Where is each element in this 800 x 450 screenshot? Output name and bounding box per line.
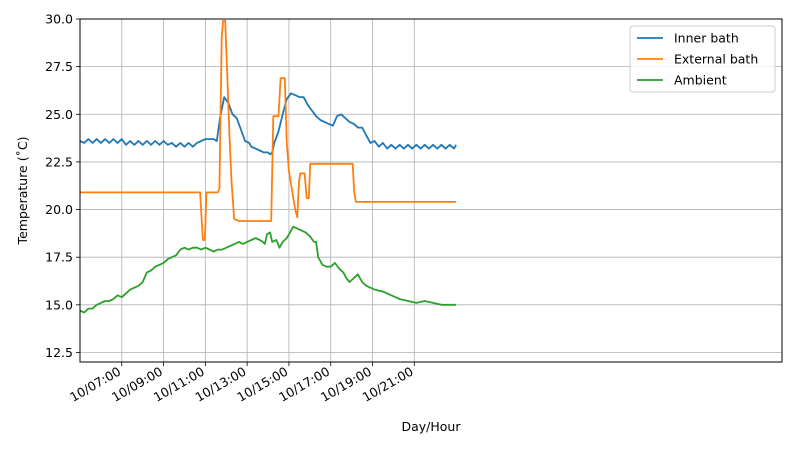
legend-label: Inner bath (674, 31, 739, 46)
y-tick-label: 15.0 (45, 297, 73, 312)
axes-frame (79, 18, 783, 363)
y-tick-label: 12.5 (45, 345, 73, 360)
y-tick-label: 27.5 (45, 59, 73, 74)
y-tick-label: 20.0 (45, 202, 73, 217)
x-axis-label: Day/Hour (401, 419, 461, 434)
y-tick-label: 25.0 (45, 107, 73, 122)
y-tick-label: 17.5 (45, 250, 73, 265)
legend: Inner bath External bath Ambient (629, 25, 776, 93)
series-line-ambient (80, 225, 457, 314)
series-lines (80, 20, 457, 314)
legend-label: Ambient (674, 73, 727, 88)
series-line-inner-bath (80, 92, 457, 156)
y-tick-label: 22.5 (45, 154, 73, 169)
legend-label: External bath (674, 52, 758, 67)
y-axis-ticks: 12.5 15.0 17.5 20.0 22.5 25.0 27.5 30.0 (45, 12, 80, 360)
y-tick-label: 30.0 (45, 12, 73, 27)
y-axis-label: Temperature (˚C) (15, 137, 30, 246)
legend-box (629, 25, 776, 93)
series-line-external-bath (80, 20, 457, 241)
